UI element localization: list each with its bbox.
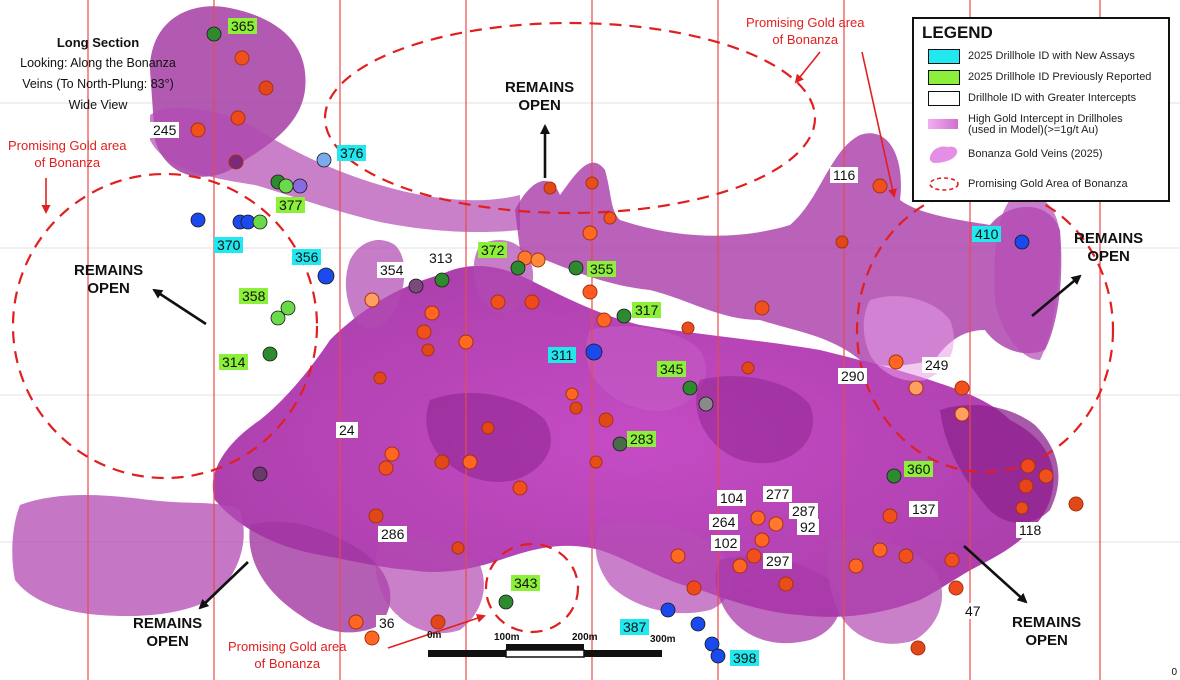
promising-gold-areas bbox=[11, 21, 1115, 634]
promising-area-note-top: Promising Gold area of Bonanza bbox=[746, 15, 865, 47]
drillhole-label: 365 bbox=[228, 18, 258, 34]
drillhole-label: 24 bbox=[336, 422, 358, 438]
drillhole-label: 118 bbox=[1016, 522, 1045, 538]
drillhole-label: 283 bbox=[627, 431, 657, 447]
scale-label: 300m bbox=[650, 634, 676, 645]
drillhole-label: 277 bbox=[763, 486, 793, 502]
drillhole-label: 116 bbox=[830, 167, 859, 183]
drillhole-label: 245 bbox=[150, 122, 180, 138]
legend-title: LEGEND bbox=[922, 23, 993, 42]
drillhole-label: 372 bbox=[478, 242, 508, 258]
drillhole-markers bbox=[190, 26, 1030, 664]
drillhole-label: 317 bbox=[632, 302, 662, 318]
remains-open-note-top: REMAINS OPEN bbox=[505, 79, 575, 114]
scale-bar bbox=[428, 644, 662, 658]
corner-mark: 0 bbox=[1171, 667, 1177, 678]
drillhole-label: 290 bbox=[838, 368, 868, 384]
view-direction: Looking: Along the Bonanza bbox=[20, 56, 176, 70]
drillhole-label: 360 bbox=[904, 461, 934, 477]
drillhole-label: 410 bbox=[972, 226, 1002, 242]
drillhole-label: 370 bbox=[214, 237, 244, 253]
drillhole-label: 376 bbox=[337, 145, 367, 161]
drillhole-label: 387 bbox=[620, 619, 650, 635]
scale-label: 200m bbox=[572, 632, 598, 643]
drillhole-label: 36 bbox=[376, 615, 398, 631]
drillhole-label: 249 bbox=[922, 357, 952, 373]
promising-arrows bbox=[41, 51, 897, 649]
remains-open-arrows bbox=[152, 124, 1082, 610]
drillhole-label: 92 bbox=[797, 519, 819, 535]
promising-area-note-left: Promising Gold area of Bonanza bbox=[8, 138, 127, 170]
drillhole-label: 287 bbox=[789, 503, 819, 519]
drillhole-label: 345 bbox=[657, 361, 687, 377]
plunge-note: Veins (To North-Plung: 83°) bbox=[22, 77, 174, 91]
drillhole-label: 311 bbox=[548, 347, 577, 363]
drillhole-label: 47 bbox=[962, 603, 984, 619]
drillhole-label: 343 bbox=[511, 575, 541, 591]
scale-label: 0m bbox=[427, 630, 442, 641]
remains-open-note-left: REMAINS OPEN bbox=[74, 262, 144, 297]
drillhole-label: 297 bbox=[763, 553, 793, 569]
remains-open-note-right: REMAINS OPEN bbox=[1074, 230, 1144, 265]
legend: LEGEND 2025 Drillhole ID with New Assays… bbox=[912, 17, 1170, 202]
drillhole-label: 264 bbox=[709, 514, 739, 530]
drillhole-label: 102 bbox=[711, 535, 741, 551]
drillhole-label: 398 bbox=[730, 650, 760, 666]
scale-label: 100m bbox=[494, 632, 520, 643]
promising-area-note-bottom: Promising Gold area of Bonanza bbox=[228, 639, 347, 671]
drillhole-label: 314 bbox=[219, 354, 249, 370]
drillhole-label: 358 bbox=[239, 288, 269, 304]
gold-intercepts bbox=[190, 50, 1084, 656]
remains-open-note-bottom-left: REMAINS OPEN bbox=[133, 615, 203, 650]
section-title: Long Section bbox=[56, 35, 140, 50]
drillhole-label: 356 bbox=[292, 249, 322, 265]
view-type: Wide View bbox=[68, 98, 128, 112]
drillhole-label: 313 bbox=[426, 250, 456, 266]
section-title-block: Long Section Looking: Along the Bonanza … bbox=[12, 32, 184, 116]
remains-open-note-bottom-right: REMAINS OPEN bbox=[1012, 614, 1082, 649]
drillhole-label: 137 bbox=[909, 501, 939, 517]
drillhole-label: 286 bbox=[378, 526, 408, 542]
drillhole-label: 377 bbox=[276, 197, 306, 213]
drillhole-label: 104 bbox=[717, 490, 747, 506]
drillhole-label: 354 bbox=[377, 262, 407, 278]
drillhole-label: 355 bbox=[587, 261, 617, 277]
